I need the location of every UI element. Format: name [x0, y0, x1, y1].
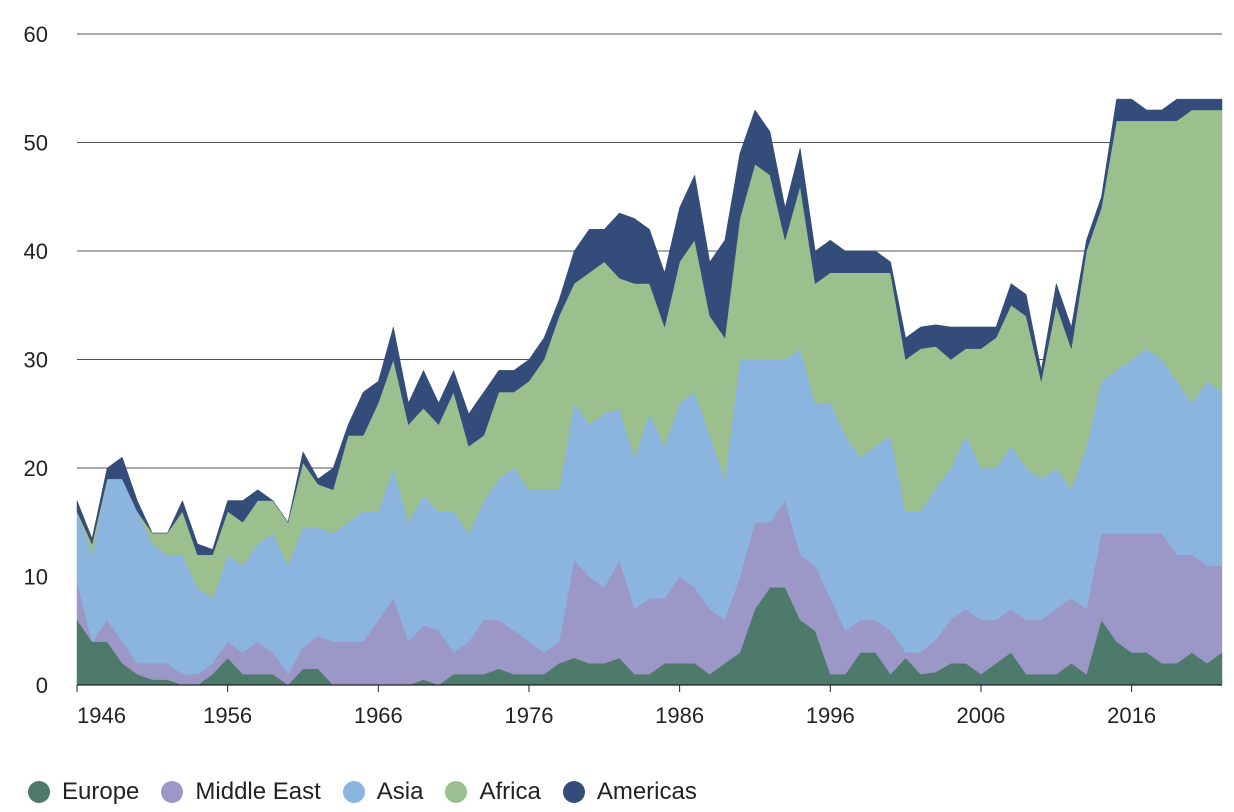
- legend-swatch: [342, 781, 365, 803]
- y-tick-label: 50: [24, 131, 48, 156]
- x-tick-label: 2006: [956, 703, 1005, 728]
- y-tick-label: 10: [24, 565, 48, 590]
- legend-item-americas: Americas: [562, 778, 697, 806]
- legend-label: Europe: [62, 778, 140, 805]
- x-tick-label: 1946: [77, 703, 126, 728]
- x-tick-label: 2016: [1107, 703, 1156, 728]
- y-tick-label: 20: [24, 456, 48, 481]
- x-tick-label: 1966: [354, 703, 403, 728]
- legend-label: Asia: [376, 778, 424, 805]
- x-tick-label: 1976: [504, 703, 553, 728]
- legend-label: Middle East: [195, 778, 321, 805]
- legend-item-europe: Europe: [28, 778, 139, 806]
- legend-swatch: [562, 781, 585, 803]
- legend-label: Africa: [479, 778, 541, 805]
- area-series-group: [76, 98, 1223, 686]
- area-americas: [76, 98, 1223, 556]
- legend-item-middle-east: Middle East: [161, 778, 321, 806]
- legend-item-asia: Asia: [342, 778, 424, 806]
- legend-swatch: [28, 781, 50, 803]
- legend-label: Americas: [596, 778, 697, 805]
- y-tick-label: 30: [24, 348, 48, 373]
- y-tick-label: 60: [24, 22, 48, 47]
- legend-item-africa: Africa: [445, 778, 541, 806]
- stacked-area-chart: 0 10 20 30 40 50 60 1946 1956 1966 1976 1986 1996 200…: [24, 22, 1223, 728]
- x-tick-label: 1996: [806, 703, 855, 728]
- legend-swatch: [445, 781, 468, 803]
- legend: Europe Middle East Asia Africa Americas: [28, 778, 719, 806]
- y-tick-label: 0: [36, 673, 48, 698]
- x-tick-label: 1956: [203, 703, 252, 728]
- axis-group: 0 10 20 30 40 50 60 1946 1956 1966 1976 1986 1996 200…: [24, 22, 1222, 728]
- legend-swatch: [161, 781, 184, 803]
- y-tick-label: 40: [24, 239, 48, 264]
- x-tick-label: 1986: [655, 703, 704, 728]
